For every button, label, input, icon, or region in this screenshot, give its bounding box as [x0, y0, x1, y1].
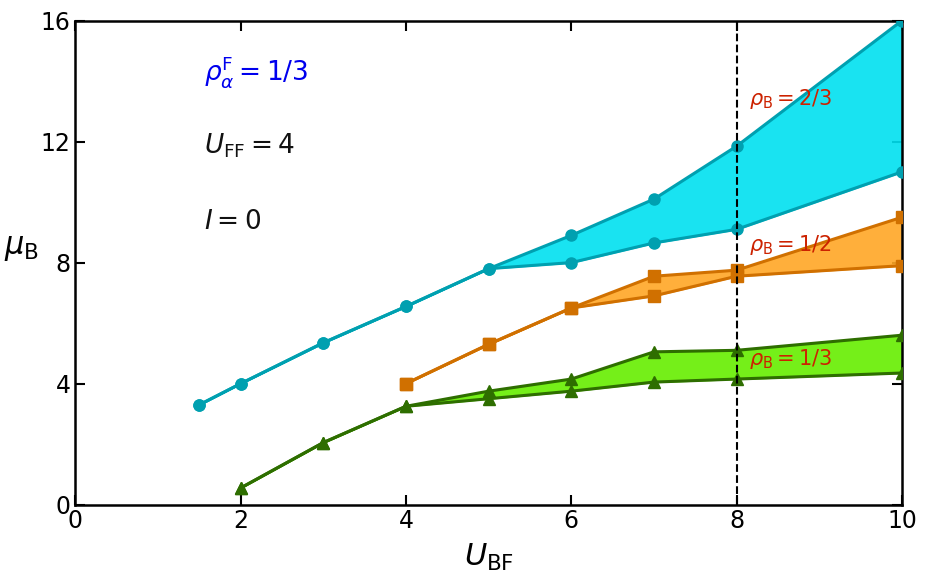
- Text: $\rho_{\mathrm{B}} = 1/2$: $\rho_{\mathrm{B}} = 1/2$: [748, 232, 831, 256]
- Text: $\rho_{\mathrm{B}} = 1/3$: $\rho_{\mathrm{B}} = 1/3$: [748, 347, 832, 371]
- Text: $\rho_{\mathrm{B}} = 2/3$: $\rho_{\mathrm{B}} = 2/3$: [748, 88, 832, 112]
- Text: $I = 0$: $I = 0$: [203, 210, 260, 235]
- Text: $U_{\mathrm{FF}} = 4$: $U_{\mathrm{FF}} = 4$: [203, 132, 294, 161]
- Text: $\rho_{\alpha}^{\mathrm{F}} = 1/3$: $\rho_{\alpha}^{\mathrm{F}} = 1/3$: [203, 54, 308, 91]
- Y-axis label: $\mu_{\mathrm{B}}$: $\mu_{\mathrm{B}}$: [4, 234, 39, 263]
- X-axis label: $U_{\mathrm{BF}}$: $U_{\mathrm{BF}}$: [464, 542, 514, 573]
